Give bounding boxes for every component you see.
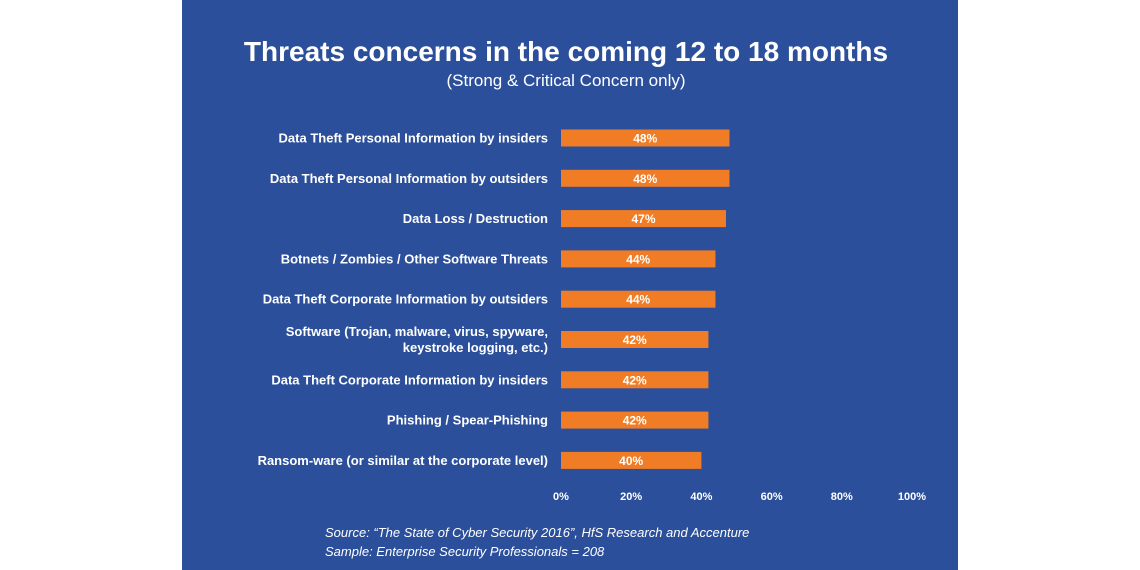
category-label: Phishing / Spear-Phishing: [387, 413, 548, 428]
chart-svg: Threats concerns in the coming 12 to 18 …: [182, 0, 958, 570]
category-label: Data Loss / Destruction: [403, 211, 548, 226]
x-tick-label: 20%: [620, 491, 642, 503]
sample-line: Sample: Enterprise Security Professional…: [325, 544, 605, 559]
chart-panel: Threats concerns in the coming 12 to 18 …: [182, 0, 958, 570]
category-label: Data Theft Corporate Information by insi…: [271, 372, 548, 387]
bar: [561, 411, 709, 429]
chart-title: Threats concerns in the coming 12 to 18 …: [244, 36, 888, 67]
bar: [561, 129, 730, 147]
bar-value-label: 48%: [633, 172, 657, 186]
bar-value-label: 42%: [623, 373, 647, 387]
category-label: Botnets / Zombies / Other Software Threa…: [281, 251, 548, 266]
source-line: Source: “The State of Cyber Security 201…: [325, 525, 749, 540]
chart-background: [182, 0, 958, 570]
category-label: Data Theft Personal Information by insid…: [279, 131, 548, 146]
bar: [561, 210, 726, 228]
x-tick-label: 0%: [553, 491, 569, 503]
category-label: keystroke logging, etc.): [403, 340, 548, 355]
x-tick-label: 100%: [898, 491, 926, 503]
bar: [561, 169, 730, 187]
bar: [561, 451, 702, 469]
x-tick-label: 60%: [761, 491, 783, 503]
chart-subtitle: (Strong & Critical Concern only): [446, 71, 685, 90]
bar-value-label: 47%: [631, 212, 655, 226]
bar: [561, 331, 709, 348]
bar-value-label: 44%: [626, 252, 650, 266]
category-label: Software (Trojan, malware, virus, spywar…: [286, 324, 548, 339]
bar-value-label: 40%: [619, 454, 643, 468]
bar-value-label: 48%: [633, 132, 657, 146]
bar: [561, 290, 716, 308]
category-label: Ransom-ware (or similar at the corporate…: [258, 453, 548, 468]
x-tick-label: 40%: [690, 491, 712, 503]
bar-value-label: 42%: [623, 414, 647, 428]
x-axis-ticks: 0% 20% 40% 60% 80% 100%: [553, 491, 926, 503]
bar-value-label: 44%: [626, 293, 650, 307]
bar: [561, 250, 716, 268]
bar-value-label: 42%: [623, 333, 647, 347]
category-label: Data Theft Personal Information by outsi…: [270, 171, 548, 186]
x-tick-label: 80%: [831, 491, 853, 503]
category-label: Data Theft Corporate Information by outs…: [263, 292, 548, 307]
bar: [561, 371, 709, 389]
bars-group: 48% Data Theft Personal Information by in…: [258, 129, 730, 469]
